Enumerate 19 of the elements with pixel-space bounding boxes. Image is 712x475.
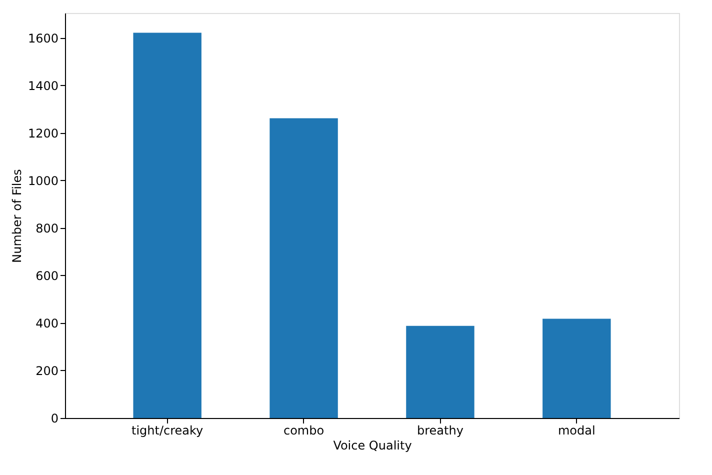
y-tick-label: 1600 [28, 31, 58, 46]
y-tick-label: 1000 [28, 174, 58, 188]
bar [406, 326, 474, 418]
x-tick-label: tight/creaky [132, 424, 204, 438]
y-tick-label: 600 [36, 268, 58, 283]
x-tick-label: combo [283, 424, 324, 438]
bar [542, 318, 611, 418]
y-tick-label: 1400 [28, 78, 58, 93]
y-tick-label: 400 [36, 316, 58, 330]
x-tick-label: modal [558, 424, 596, 438]
y-tick-label: 800 [36, 221, 58, 236]
x-axis-title: Voice Quality [333, 438, 412, 452]
bar [270, 118, 338, 418]
y-tick-label: 200 [36, 364, 58, 378]
x-tick-label: breathy [417, 424, 464, 438]
y-tick-label: 1200 [28, 126, 58, 140]
bar [133, 32, 202, 418]
y-tick-label: 0 [50, 412, 58, 426]
y-axis-title: Number of Files [10, 169, 24, 263]
